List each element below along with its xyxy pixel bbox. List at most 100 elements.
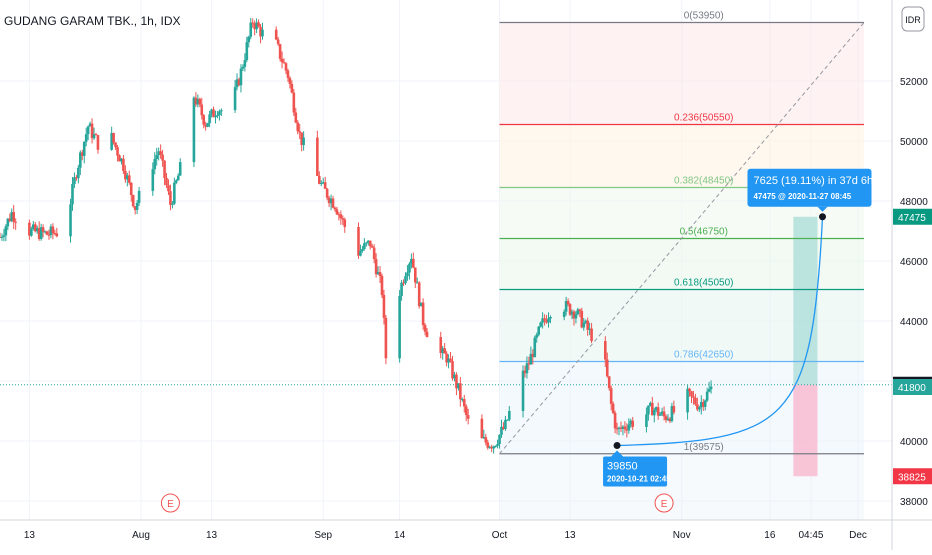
candle-body [406, 272, 409, 277]
candle [449, 351, 452, 363]
candle [155, 147, 159, 166]
candle [118, 154, 121, 162]
candle-body [337, 214, 341, 216]
projection[interactable]: 39850 2020-10-21 02:45 7625 (19.11%) in 37… [603, 168, 873, 487]
candle [206, 122, 209, 128]
candle [249, 18, 253, 40]
candle-body [155, 155, 159, 160]
projection-start-dot[interactable] [613, 442, 621, 449]
candle [110, 126, 113, 151]
candle-body [245, 42, 249, 61]
candle-body [694, 397, 697, 405]
currency-badge-label: IDR [905, 15, 921, 25]
target-callout[interactable] [747, 168, 872, 207]
candle-body [292, 92, 296, 113]
candle [443, 342, 446, 354]
candle-body [4, 226, 8, 236]
loss-zone[interactable] [793, 384, 818, 477]
candle-body [466, 415, 470, 419]
candle [652, 407, 656, 423]
candle-body [380, 276, 384, 296]
candle-body [131, 195, 135, 207]
earnings-event-marker[interactable]: E [160, 493, 180, 513]
candle-body [247, 36, 251, 43]
fib-label: 0.5(46750) [680, 227, 728, 238]
candle [398, 289, 401, 363]
candle [647, 405, 650, 421]
candle-body [210, 109, 213, 115]
candle-body [69, 204, 72, 237]
candle [171, 200, 174, 209]
price-tag-47475: 47475 [893, 208, 932, 225]
candle [494, 445, 497, 448]
time-tick-label: Nov [673, 530, 691, 541]
candle-body [590, 328, 593, 342]
candle-body [545, 320, 548, 323]
candle [539, 321, 542, 328]
candle [441, 345, 445, 360]
candle [707, 382, 711, 393]
time-tick-label: 16 [764, 530, 776, 541]
candle [417, 281, 421, 309]
candle [51, 223, 55, 240]
candle [116, 144, 119, 162]
candle [133, 206, 137, 215]
candle [523, 365, 527, 378]
candle-body [218, 111, 221, 116]
candle-body [319, 183, 323, 185]
candle [122, 155, 125, 174]
candle-body [133, 206, 137, 210]
candle [366, 240, 370, 246]
candle [384, 315, 388, 365]
low-callout[interactable] [603, 456, 668, 487]
projection-end-dot[interactable] [818, 213, 826, 221]
candle [333, 206, 337, 212]
candle [572, 309, 576, 326]
candle-body [278, 44, 282, 59]
candle [580, 307, 584, 329]
candle-body [71, 183, 74, 205]
fibonacci-retracement[interactable]: 0(53950) 0.236(50550) 0.382(48450) 0.5(4675… [0, 11, 892, 455]
candle [621, 425, 625, 436]
candle-body [290, 83, 294, 93]
projection-curve[interactable] [617, 216, 824, 447]
candle [153, 152, 157, 175]
candle-body [116, 147, 119, 156]
candle [404, 272, 407, 285]
candle-body [30, 228, 33, 236]
currency-badge[interactable]: IDR [901, 6, 925, 32]
earnings-event-marker[interactable]: E [654, 493, 674, 513]
candle-body [376, 271, 380, 275]
candle-body [529, 353, 533, 365]
candle [131, 194, 135, 208]
candle [194, 92, 198, 107]
candle-body [419, 302, 423, 307]
candle [135, 200, 139, 214]
candle-body [692, 396, 695, 398]
candle [486, 439, 490, 450]
earnings-event-circle[interactable] [654, 493, 674, 513]
candle-body [582, 322, 586, 328]
candle [370, 243, 374, 248]
fib-band [499, 22, 864, 125]
candle-body [404, 276, 407, 284]
candle [651, 396, 654, 416]
candle-body [329, 198, 333, 204]
candle-body [425, 331, 429, 338]
candle [35, 225, 39, 234]
earnings-event-circle[interactable] [160, 493, 180, 513]
candle [415, 277, 419, 284]
candle-body [296, 122, 300, 132]
price-tick-label: 46000 [900, 257, 928, 268]
candle [412, 252, 415, 269]
time-tick-label: Aug [132, 530, 150, 541]
candle [498, 434, 501, 449]
candle-body [327, 197, 331, 204]
candle [363, 238, 366, 251]
candle-body [500, 426, 503, 435]
candle [292, 88, 296, 116]
candles [0, 18, 713, 454]
